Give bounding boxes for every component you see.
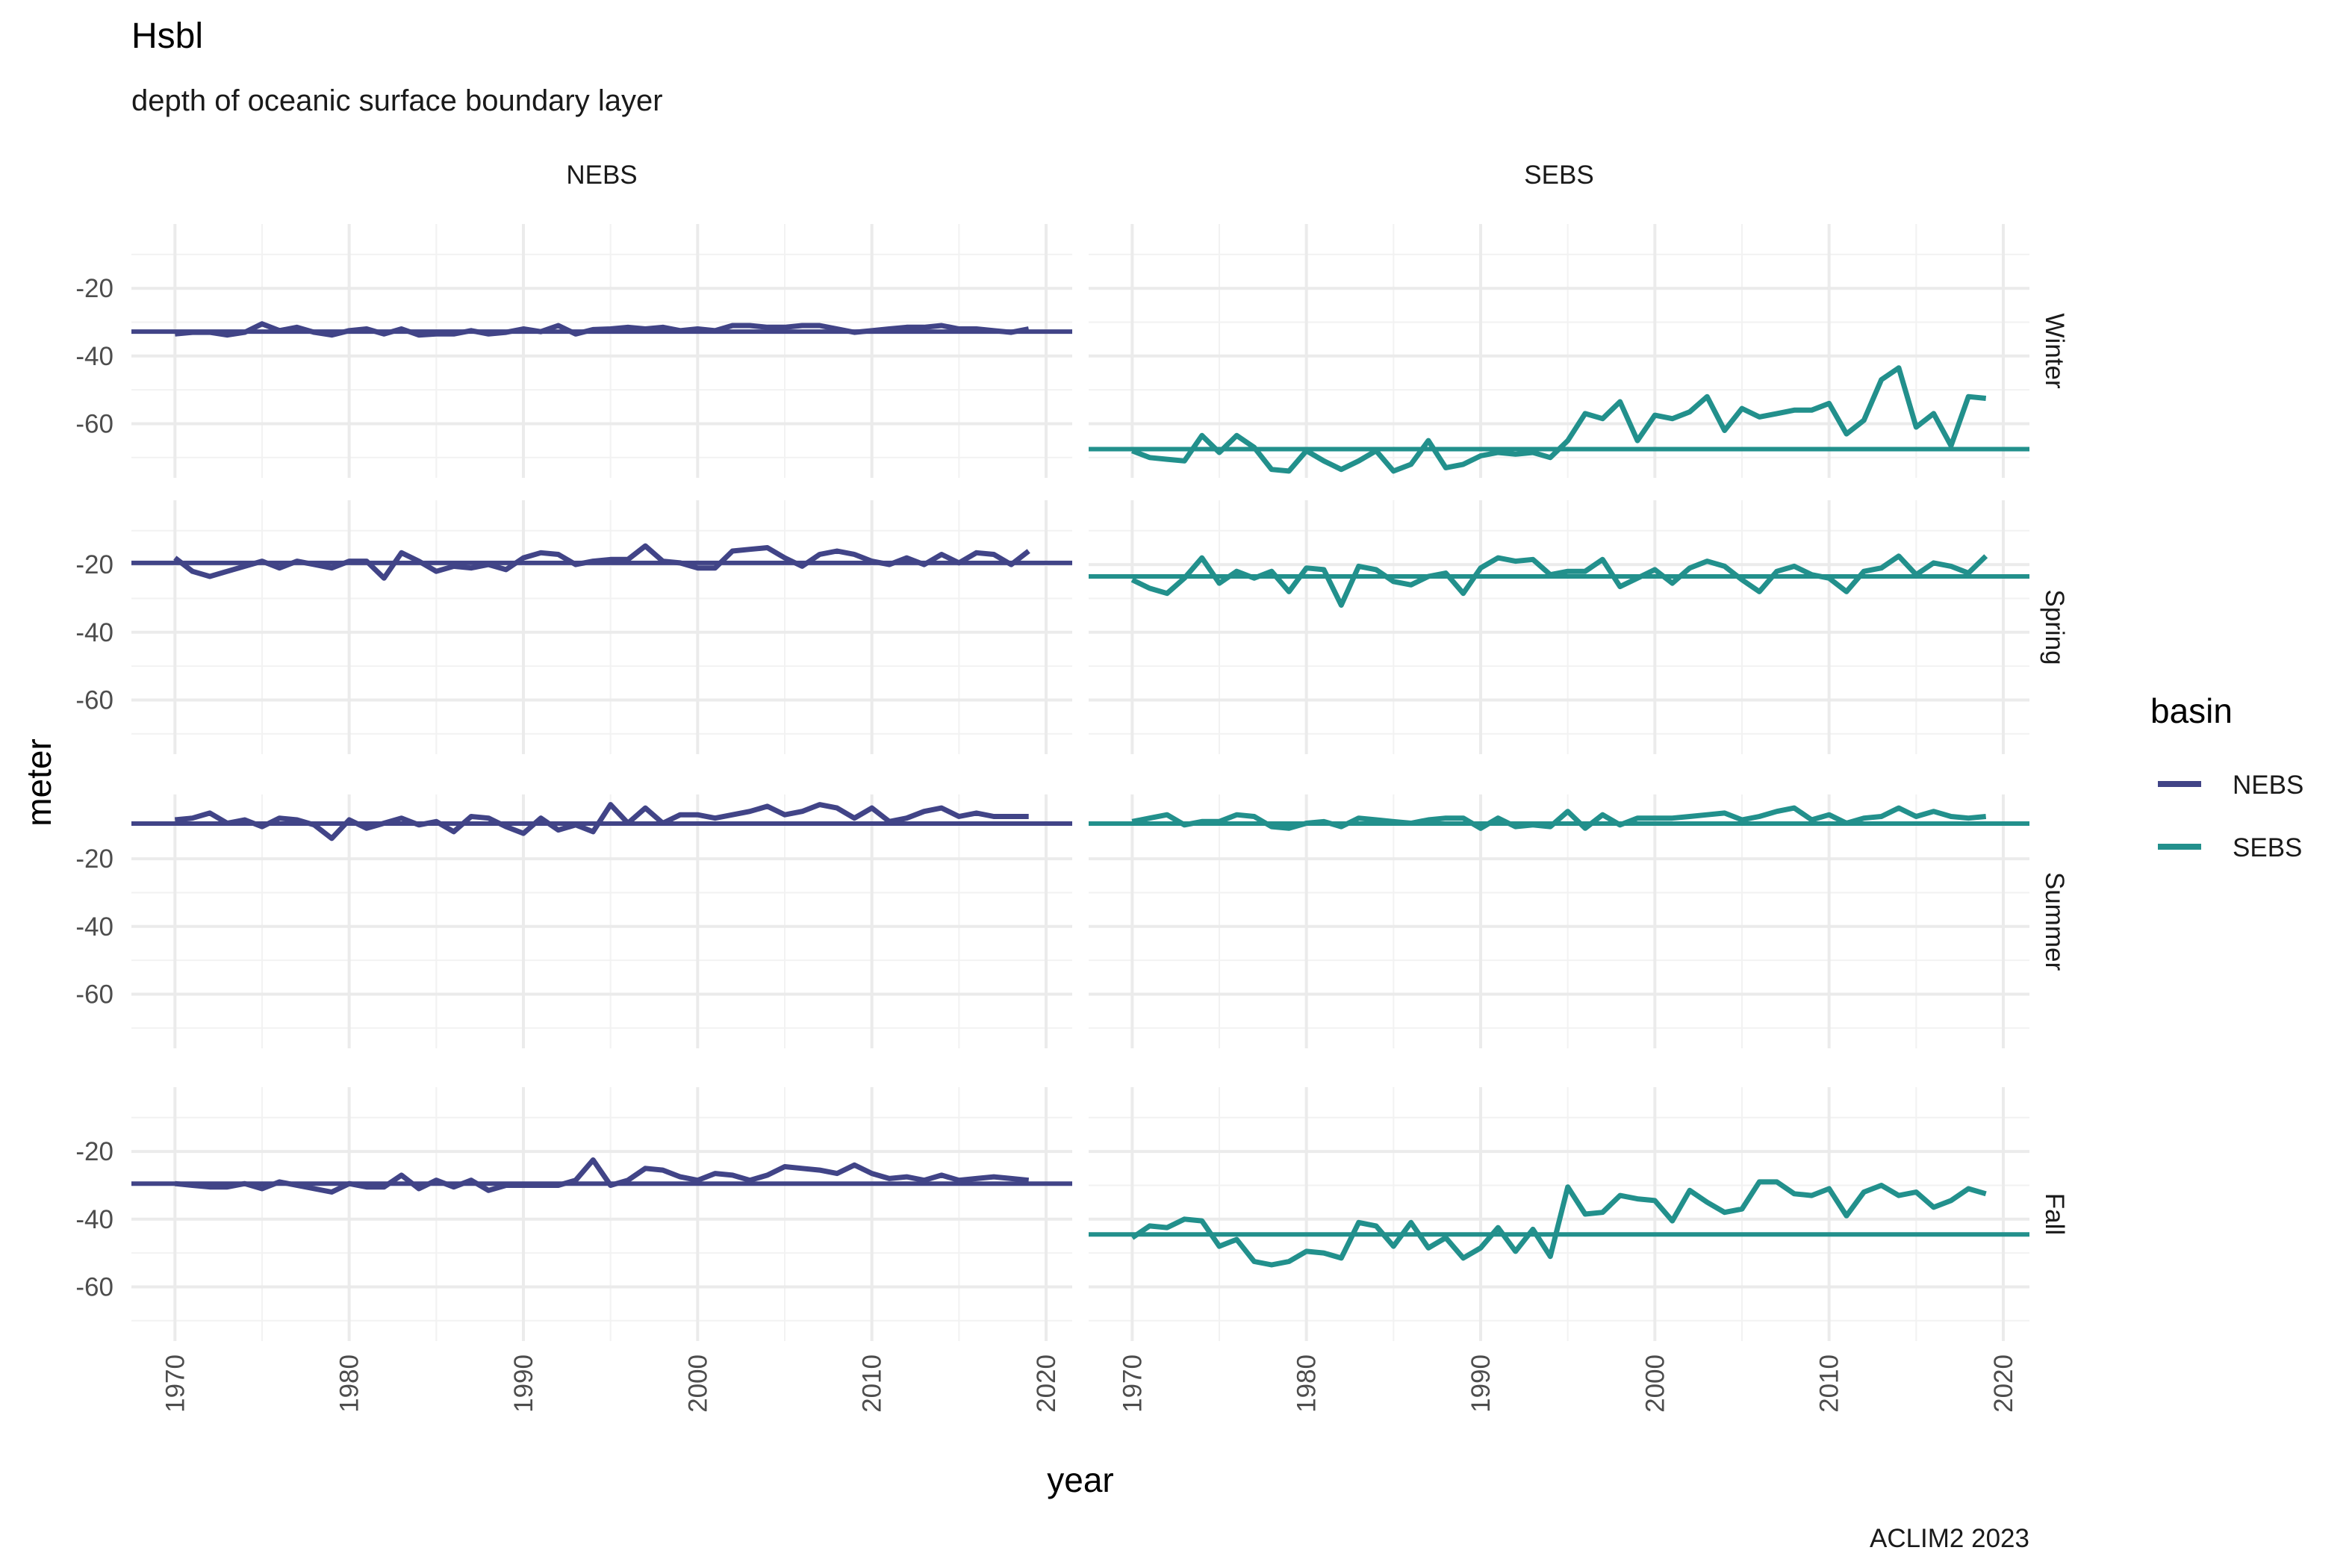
facet-strips: NEBS SEBS Winter Spring Summer Fall <box>566 161 2069 1235</box>
y-tick-label: -40 <box>75 342 113 371</box>
y-tick-label: -60 <box>75 685 113 715</box>
x-tick-label: 2010 <box>858 1354 887 1413</box>
series-line <box>1131 805 1987 831</box>
y-tick-label: -20 <box>75 1137 113 1166</box>
panel-sebs-fall <box>1089 1179 2029 1268</box>
legend-label-nebs: NEBS <box>2233 771 2303 800</box>
series-line <box>174 802 1029 841</box>
legend-title: basin <box>2150 691 2233 730</box>
strip-label-sebs: SEBS <box>1524 161 1593 190</box>
y-tick-label: -40 <box>75 912 113 942</box>
panel-grid <box>131 224 1072 478</box>
x-tick-label: 1990 <box>509 1354 538 1413</box>
x-tick-label: 1980 <box>335 1354 364 1413</box>
x-tick-label: 1980 <box>1292 1354 1322 1413</box>
facet-panels <box>131 224 2029 1341</box>
panel-grid <box>1089 1087 2029 1341</box>
strip-label-winter: Winter <box>2040 313 2069 388</box>
x-axis-title: year <box>1047 1460 1113 1499</box>
legend-label-sebs: SEBS <box>2233 833 2302 862</box>
panel-nebs-winter <box>131 321 1072 338</box>
y-tick-label: -20 <box>75 274 113 303</box>
y-tick-label: -60 <box>75 409 113 438</box>
x-axis-ticks: 1970 1980 1990 2000 2010 2020 1970 1980 1990 2000… <box>161 1354 2018 1413</box>
panel-sebs-spring <box>1089 553 2029 608</box>
y-tick-label: -60 <box>75 980 113 1009</box>
panel-nebs-spring <box>131 543 1072 581</box>
strip-label-spring: Spring <box>2040 589 2069 665</box>
x-tick-label: 1970 <box>1118 1354 1147 1413</box>
panel-nebs-fall <box>131 1157 1072 1195</box>
panel-grid <box>131 1087 1072 1341</box>
x-tick-label: 2000 <box>683 1354 712 1413</box>
chart-subtitle: depth of oceanic surface boundary layer <box>131 84 663 117</box>
series-line <box>173 543 1030 581</box>
y-tick-label: -20 <box>75 844 113 874</box>
series-line <box>1131 365 1987 474</box>
strip-label-nebs: NEBS <box>566 161 637 190</box>
panel-sebs-summer <box>1089 805 2029 831</box>
y-tick-label: -40 <box>75 618 113 647</box>
strip-label-summer: Summer <box>2040 872 2069 971</box>
x-tick-label: 1970 <box>161 1354 190 1413</box>
x-tick-label: 2020 <box>1032 1354 1061 1413</box>
x-tick-label: 2000 <box>1640 1354 1670 1413</box>
series-line <box>174 1157 1030 1195</box>
legend: basin NEBS SEBS <box>2150 691 2303 862</box>
x-tick-label: 2020 <box>1989 1354 2018 1413</box>
y-axis-title: meter <box>19 738 58 827</box>
y-tick-label: -40 <box>75 1205 113 1234</box>
panel-grid <box>1089 794 2029 1048</box>
x-tick-label: 2010 <box>1815 1354 1844 1413</box>
panel-grid <box>1089 224 2029 478</box>
x-tick-label: 1990 <box>1466 1354 1496 1413</box>
y-axis-ticks: -20 -40 -60 -20 -40 -60 -20 -40 -60 -20 -40 -60 <box>75 274 113 1301</box>
y-tick-label: -20 <box>75 550 113 579</box>
y-tick-label: -60 <box>75 1272 113 1301</box>
series-line <box>1130 1179 1987 1268</box>
chart-title: Hsbl <box>131 16 203 56</box>
panel-sebs-winter <box>1089 365 2029 474</box>
series-line <box>174 321 1030 338</box>
caption: ACLIM2 2023 <box>1870 1524 2029 1553</box>
panel-nebs-summer <box>131 802 1072 841</box>
panel-grid <box>1089 500 2029 754</box>
panel-grid <box>131 500 1072 754</box>
strip-label-fall: Fall <box>2040 1193 2069 1235</box>
series-line <box>1130 553 1988 608</box>
panel-grid <box>131 794 1072 1048</box>
